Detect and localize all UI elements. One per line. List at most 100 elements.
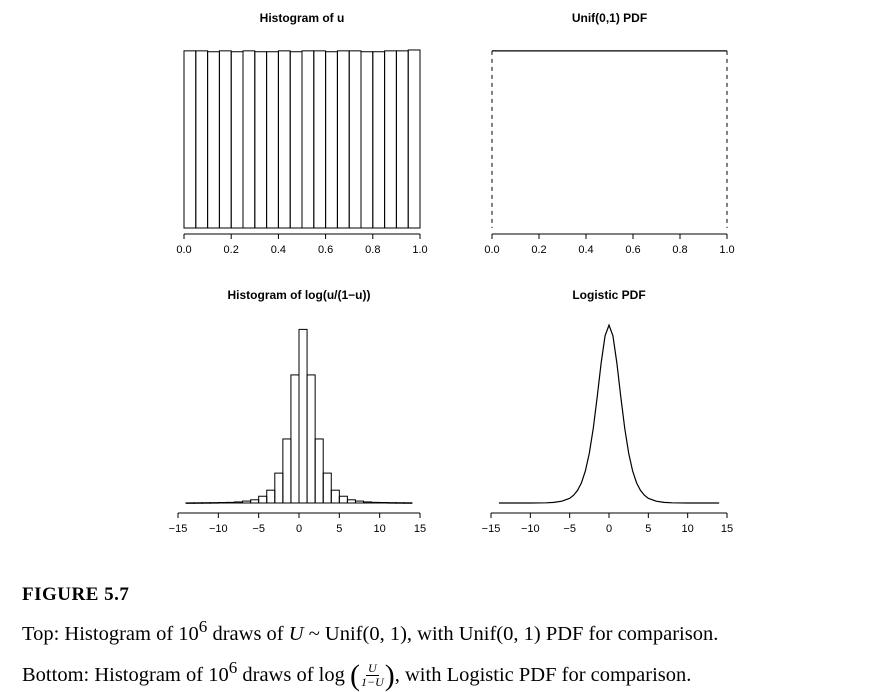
histogram-bar [242,500,252,504]
histogram-bar [407,49,421,229]
panel-histogram-u: Histogram of u 0.0 0.2 0.4 0.6 0.8 1.0 [176,11,427,256]
histogram-bar [217,502,227,504]
x-tick-label: 0.4 [271,244,286,256]
histogram-bar [195,50,209,229]
histogram-bar [185,502,195,504]
histogram-bar [298,328,308,504]
histogram-bar [254,51,268,229]
figure-plots: Histogram of u 0.0 0.2 0.4 0.6 0.8 1.0 Unif(0,… [169,11,735,535]
caption-close-paren: ) [384,658,395,692]
x-tick-label: 0.0 [484,244,499,256]
caption-line-bottom: Bottom: Histogram of 106 draws of log (U… [22,651,872,692]
x-tick-label: 10 [682,523,694,535]
x-tick-label: −5 [563,523,576,535]
histogram-bar [395,50,409,229]
histogram-bar [336,50,350,229]
x-tick-label: 0.6 [625,244,640,256]
histogram-bar [282,438,292,504]
x-tick-label: 0.0 [176,244,191,256]
caption-line-top: Top: Histogram of 106 draws of U ~ Unif(… [22,610,872,651]
panel-title: Histogram of log(u/(1−u)) [228,288,371,302]
histogram-bar [348,50,362,229]
x-tick-label: 1.0 [719,244,734,256]
caption-top-mid2: ~ Unif(0, 1), with Unif(0, 1) PDF for co… [303,622,719,645]
x-tick-label: 1.0 [412,244,427,256]
histogram-bar [314,438,324,504]
histogram-bar [371,501,381,504]
histogram-bar [330,489,340,504]
histogram-bar [325,51,338,229]
x-tick-label: 15 [414,523,426,535]
histogram-bar [354,500,365,504]
figure-label: FIGURE 5.7 [22,584,130,605]
caption-top-exponent: 6 [198,617,208,636]
histogram-bar [387,502,397,504]
histogram-bar [301,50,315,229]
panel-histogram-logit: Histogram of log(u/(1−u)) −15 −10 −5 0 5 10 15 [169,288,426,535]
histogram-bar [183,50,197,229]
caption-fraction-denominator: 1−U [360,675,384,690]
x-tick-label: 5 [336,523,342,535]
caption-bottom-mid1: draws of log [237,663,350,686]
histogram-bar [322,472,332,504]
histogram-bar [230,51,244,229]
caption-bottom-tail: , with Logistic PDF for comparison. [394,663,692,686]
x-tick-label: 0 [606,523,612,535]
caption-fraction: U 1−U [361,662,384,689]
histogram-bar [289,51,303,229]
histogram-bar [207,51,220,229]
histogram-bar [266,489,276,504]
panel-title: Logistic PDF [572,288,645,302]
x-tick-label: 0.2 [531,244,546,256]
x-tick-label: 0.8 [365,244,380,256]
histogram-bar [379,502,389,504]
x-tick-label: 0.2 [224,244,239,256]
caption-open-paren: ( [349,658,360,692]
x-tick-label: 0.8 [672,244,687,256]
panel-title: Unif(0,1) PDF [572,11,647,25]
histogram-bar [201,502,211,504]
histogram-bar [258,495,268,504]
caption-top-lead: Top: Histogram of 10 [22,622,199,645]
caption-fraction-numerator: U [366,661,379,677]
panel-logistic-pdf: Logistic PDF −15 −10 −5 0 5 10 15 [482,288,733,535]
histogram-bar [218,50,232,229]
x-tick-label: −10 [209,523,228,535]
caption-top-mid1: draws of [207,622,289,645]
x-tick-label: 15 [721,523,733,535]
figure-caption: FIGURE 5.7 Top: Histogram of 106 draws o… [22,584,872,692]
panel-title: Histogram of u [260,11,345,25]
histogram-bar [395,502,405,504]
caption-top-variable: U [288,622,304,645]
x-tick-label: −10 [521,523,540,535]
pdf-curve [498,323,720,504]
histogram-bar [363,501,373,504]
histogram-bar [306,374,316,504]
histogram-bar [313,50,327,229]
histogram-bar [225,501,235,504]
panel-unif-pdf: Unif(0,1) PDF 0.0 0.2 0.4 0.6 0.8 1.0 [484,11,734,256]
histogram-bar [274,472,284,504]
histogram-bar [193,502,203,504]
histogram-bar [403,502,413,504]
caption-bottom-lead: Bottom: Histogram of 10 [22,663,229,686]
histogram-bar [209,502,219,504]
histogram-bar [277,50,291,229]
histogram-bar [242,50,256,229]
histogram-bar [360,51,374,229]
x-tick-label: −15 [482,523,501,535]
histogram-bar [233,501,244,504]
x-tick-label: 0.4 [578,244,593,256]
x-tick-label: 5 [645,523,651,535]
histogram-bar [346,499,356,504]
histogram-bar [250,499,260,504]
x-tick-label: 0.6 [318,244,333,256]
x-tick-label: −15 [169,523,188,535]
histogram-bar [290,374,300,504]
histogram-bar [384,50,397,229]
histogram-bar [266,51,279,229]
histogram-bar [372,51,386,229]
histogram-bar [338,495,348,504]
caption-bottom-exponent: 6 [228,657,238,677]
x-tick-label: 10 [374,523,386,535]
